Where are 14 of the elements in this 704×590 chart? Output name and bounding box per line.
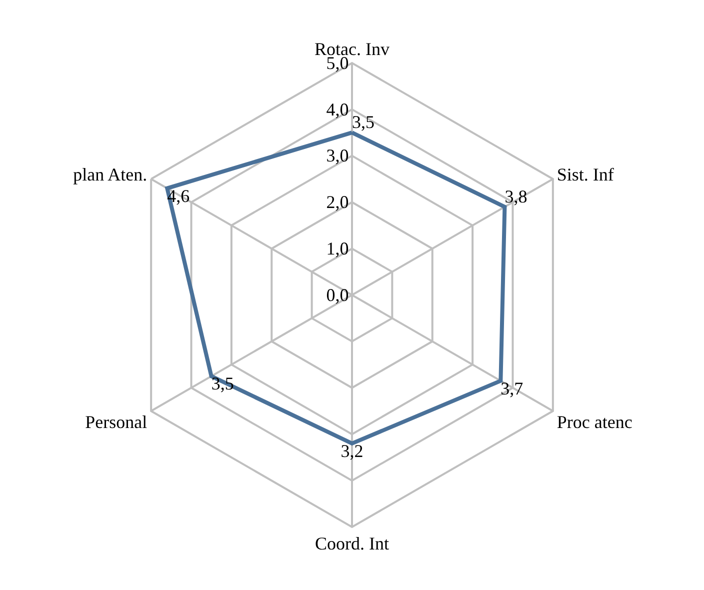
data-label: 3,8 (504, 186, 528, 206)
y-tick-label: 1,0 (326, 238, 349, 258)
y-tick-label: 4,0 (326, 99, 349, 120)
data-label: 3,7 (500, 378, 524, 398)
data-label: 3,5 (352, 112, 374, 132)
y-tick-label: 0,0 (326, 284, 349, 305)
data-label: 3,2 (340, 440, 364, 461)
y-tick-label: 2,0 (326, 192, 349, 212)
y-tick-label: 3,0 (326, 146, 349, 166)
spoke-label: Personal (85, 412, 148, 432)
spoke-label: Proc atenc (556, 412, 632, 432)
spoke-label: Coord. Int (315, 534, 389, 554)
spoke-label: plan Aten. (73, 164, 148, 184)
spoke-label: Sist. Inf (556, 164, 614, 184)
